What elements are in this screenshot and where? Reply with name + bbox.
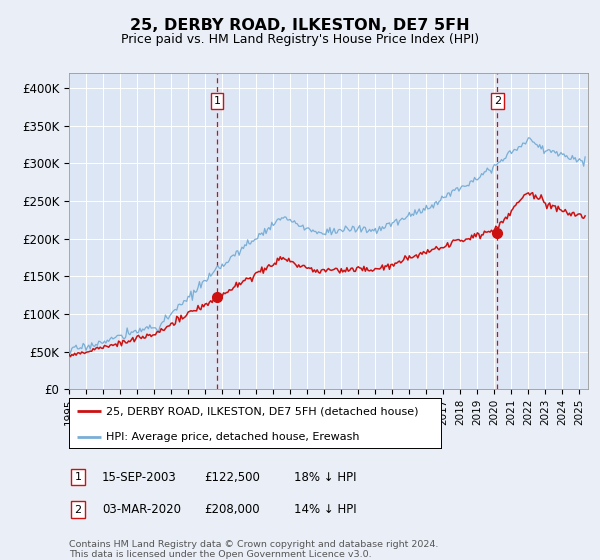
Text: Price paid vs. HM Land Registry's House Price Index (HPI): Price paid vs. HM Land Registry's House … xyxy=(121,32,479,46)
Text: This data is licensed under the Open Government Licence v3.0.: This data is licensed under the Open Gov… xyxy=(69,550,371,559)
Text: HPI: Average price, detached house, Erewash: HPI: Average price, detached house, Erew… xyxy=(106,432,360,442)
Text: £208,000: £208,000 xyxy=(204,503,260,516)
Text: 15-SEP-2003: 15-SEP-2003 xyxy=(102,470,177,484)
Text: 2: 2 xyxy=(494,96,501,106)
Text: 25, DERBY ROAD, ILKESTON, DE7 5FH: 25, DERBY ROAD, ILKESTON, DE7 5FH xyxy=(130,18,470,32)
Text: 03-MAR-2020: 03-MAR-2020 xyxy=(102,503,181,516)
Text: 25, DERBY ROAD, ILKESTON, DE7 5FH (detached house): 25, DERBY ROAD, ILKESTON, DE7 5FH (detac… xyxy=(106,406,419,416)
Text: 1: 1 xyxy=(74,472,82,482)
Text: Contains HM Land Registry data © Crown copyright and database right 2024.: Contains HM Land Registry data © Crown c… xyxy=(69,540,439,549)
Text: 2: 2 xyxy=(74,505,82,515)
Text: 1: 1 xyxy=(214,96,221,106)
Text: £122,500: £122,500 xyxy=(204,470,260,484)
Text: 18% ↓ HPI: 18% ↓ HPI xyxy=(294,470,356,484)
Text: 14% ↓ HPI: 14% ↓ HPI xyxy=(294,503,356,516)
